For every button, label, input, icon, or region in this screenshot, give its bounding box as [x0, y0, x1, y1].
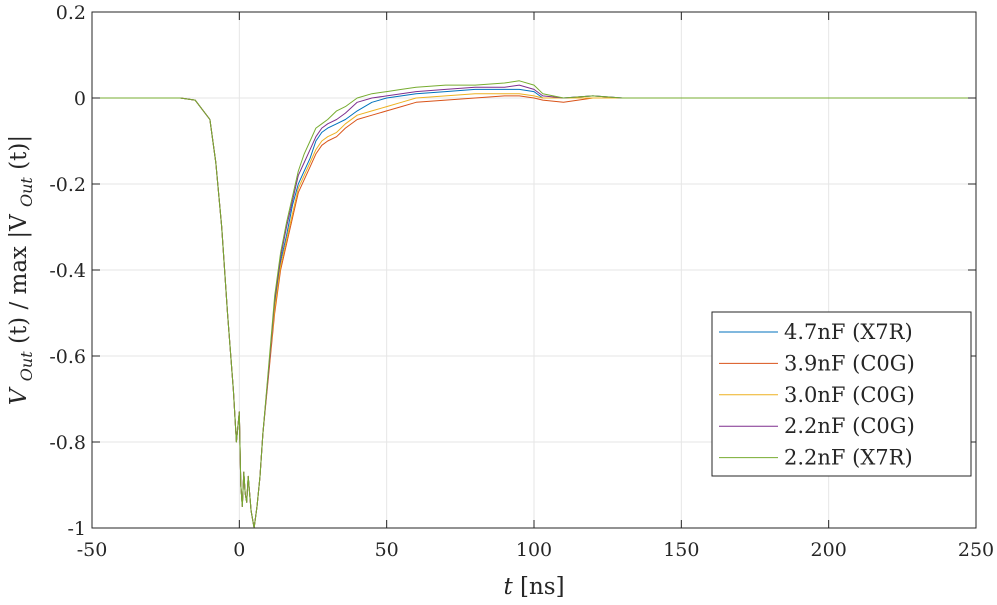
x-tick-label: 250 — [958, 539, 994, 561]
series-line-5 — [92, 80, 976, 528]
y-tick-label: 0 — [74, 88, 86, 110]
x-tick-label: 50 — [375, 539, 399, 561]
x-tick-label: 150 — [663, 539, 699, 561]
y-tick-label: -0.4 — [49, 260, 86, 282]
y-tick-label: -1 — [67, 518, 86, 540]
y-tick-label: -0.8 — [49, 432, 86, 454]
legend-label-3: 3.0nF (C0G) — [784, 383, 915, 407]
legend-label-4: 2.2nF (C0G) — [784, 414, 915, 438]
legend-box — [711, 311, 972, 477]
tick-marks — [91, 11, 977, 529]
x-tick-label: 100 — [516, 539, 552, 561]
y-tick-label: -0.6 — [49, 346, 86, 368]
x-axis-label: t [ns] — [503, 574, 564, 600]
legend-label-5: 2.2nF (X7R) — [784, 446, 913, 470]
x-axis-unit: [ns] — [520, 574, 565, 600]
legend-label-2: 3.9nF (C0G) — [784, 351, 915, 375]
y-axis-v1: V — [6, 386, 32, 405]
x-axis-variable: t — [503, 574, 513, 600]
y-tick-label: 0.2 — [56, 2, 86, 24]
y-tick-labels: -1 -0.8 -0.6 -0.4 -0.2 0 0.2 — [49, 2, 86, 540]
y-axis-mid: (t) / max |V — [6, 214, 32, 344]
legend: 4.7nF (X7R) 3.9nF (C0G) 3.0nF (C0G) 2.2nF (… — [711, 311, 972, 477]
y-axis-sub1: Out — [17, 351, 36, 381]
y-axis-end: (t)| — [6, 135, 32, 170]
x-tick-labels: -50 0 50 100 150 200 250 — [77, 539, 994, 561]
x-tick-label: 200 — [811, 539, 847, 561]
x-tick-label: -50 — [77, 539, 108, 561]
y-axis-sub2: Out — [17, 177, 36, 207]
y-tick-label: -0.2 — [49, 174, 86, 196]
series-layer — [92, 80, 976, 528]
y-axis-label: V Out (t) / max |V Out (t)| — [6, 135, 38, 405]
x-tick-label: 0 — [233, 539, 245, 561]
legend-label-1: 4.7nF (X7R) — [784, 320, 913, 344]
